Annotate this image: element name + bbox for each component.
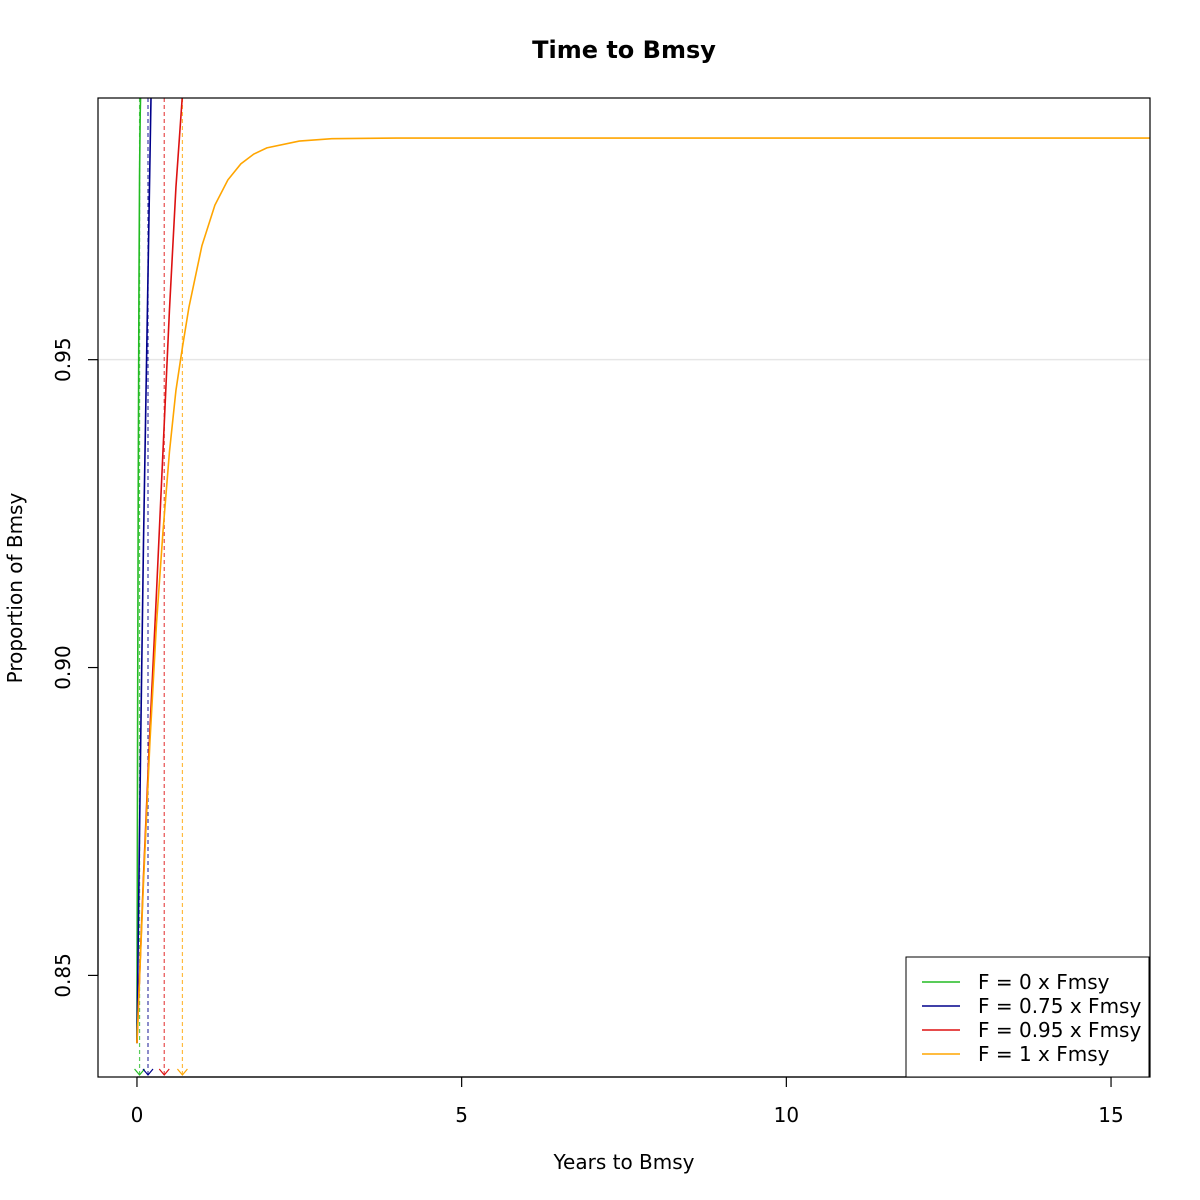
series-layer [136, 98, 1150, 1044]
x-tick-label: 15 [1098, 1103, 1123, 1127]
x-tick-label: 10 [774, 1103, 799, 1127]
y-tick-label: 0.85 [51, 953, 75, 998]
y-axis: 0.85 0.90 0.95 [51, 337, 99, 998]
y-axis-label: Proportion of Bmsy [3, 493, 27, 684]
series-line-0 [136, 98, 142, 1044]
arrow-marker-3 [176, 1068, 188, 1076]
series-line-3 [136, 137, 1150, 1044]
x-tick-label: 0 [131, 1103, 144, 1127]
legend-label-2: F = 0.95 x Fmsy [978, 1018, 1141, 1042]
series-line-1 [136, 98, 152, 1044]
legend-label-3: F = 1 x Fmsy [978, 1042, 1110, 1066]
x-tick-label: 5 [455, 1103, 468, 1127]
arrow-marker-1 [142, 1068, 154, 1076]
chart-title: Time to Bmsy [532, 36, 716, 64]
y-tick-label: 0.90 [51, 645, 75, 690]
arrow-marker-layer [134, 1068, 188, 1076]
arrow-marker-0 [134, 1068, 146, 1076]
x-axis-label: Years to Bmsy [552, 1150, 694, 1174]
legend-label-1: F = 0.75 x Fmsy [978, 994, 1141, 1018]
arrow-marker-2 [158, 1068, 170, 1076]
y-tick-label: 0.95 [51, 337, 75, 382]
legend-box [905, 956, 1150, 1078]
legend-label-0: F = 0 x Fmsy [978, 970, 1110, 994]
